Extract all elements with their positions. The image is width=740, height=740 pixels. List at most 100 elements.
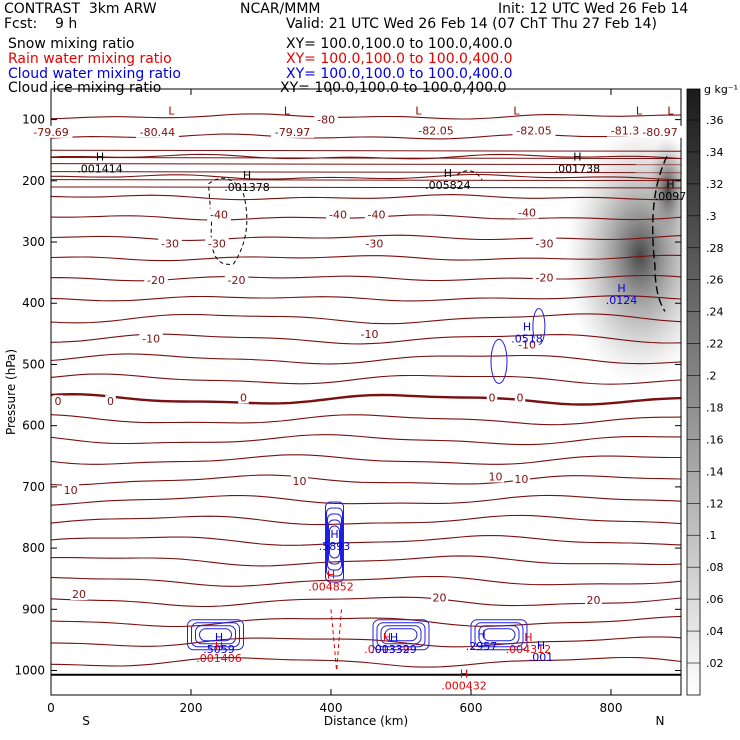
cloud-water-contour: [482, 628, 516, 642]
y-axis-label: Pressure (hPa): [4, 349, 18, 435]
extremum-value: .004312: [506, 643, 552, 656]
label-background: [139, 332, 163, 345]
label-background: [362, 237, 387, 250]
y-tick-label: 200: [22, 174, 45, 188]
colorbar-tick-label: .24: [706, 306, 724, 319]
colorbar-gradient: [686, 88, 701, 696]
extremum-value: .001: [529, 651, 554, 664]
mixing-ratio-contours: [187, 156, 668, 671]
cloud-water-contour: [376, 622, 426, 648]
temperature-contour-label: 20: [72, 588, 86, 601]
colorbar-tick-label: .12: [706, 497, 724, 510]
extremum-value: .001738: [555, 162, 601, 175]
extremum-marker: H: [444, 167, 452, 180]
extremum-marker: H: [327, 569, 335, 582]
label-background: [135, 125, 179, 138]
extremum-value: .000432: [441, 680, 487, 693]
label-background: [271, 125, 314, 138]
temperature-contour-line: [51, 157, 681, 160]
temperature-contour-label: 0: [489, 392, 496, 405]
temperature-contour-line: [51, 254, 681, 262]
colorbar-tick-label: .14: [706, 465, 724, 478]
extremum-marker: L: [168, 105, 175, 118]
y-tick-label: 400: [22, 296, 45, 310]
contour-labels: -80 -80.44 -79.97 -82.05 -82.05 -81.37-80.97 -…: [29, 105, 686, 693]
extremum-marker: H: [383, 631, 391, 644]
cloud-water-contour: [195, 625, 236, 645]
label-background: [607, 124, 650, 137]
y-tick-label: 900: [22, 602, 45, 616]
extremum-marker: H: [617, 282, 625, 295]
x-axis-label: Distance (km): [324, 714, 408, 728]
temperature-contour-label: -30: [208, 237, 226, 250]
temperature-contour-line: [51, 173, 681, 181]
extremum-marker: H: [537, 639, 545, 652]
colorbar-tick-label: .08: [706, 561, 724, 574]
label-background: [205, 237, 229, 250]
label-background: [364, 208, 389, 221]
temperature-contour-label: -30: [365, 237, 383, 250]
extremum-marker: L: [636, 105, 643, 118]
temperature-contour-label: -79.97: [275, 126, 310, 139]
extremum-marker: H: [243, 169, 251, 182]
temperature-contour-line: [51, 636, 681, 648]
label-background: [70, 588, 88, 600]
temperature-contour-line: [51, 615, 681, 628]
cloud-water-contour: [478, 625, 520, 645]
temperature-contour-label: -81.37: [611, 125, 646, 138]
colorbar: .36 .34 .32 .3 .28 .26 .24 .22 .2 .18 .16 .14 .12 .1.…: [686, 83, 738, 696]
extremum-value: .001378: [224, 181, 270, 194]
extremum-marker: H: [524, 631, 532, 644]
label-background: [238, 391, 249, 404]
extremum-value: .005824: [425, 179, 471, 192]
x-tick-label: 0: [47, 701, 55, 715]
temperature-contour-line: [51, 194, 681, 201]
cloud-water-contour: [327, 513, 342, 571]
label-background: [515, 338, 539, 351]
field-xy-cloudice: XY= 100.0,100.0 to 100.0,400.0: [280, 80, 507, 96]
field-name-cloudwater: Cloud water mixing ratio: [8, 66, 181, 82]
temperature-contour-label: 10: [64, 484, 78, 497]
cloud-water-contour: [326, 507, 343, 577]
colorbar-tick-label: .32: [706, 178, 724, 191]
label-background: [314, 113, 338, 126]
temperature-contour-line: [51, 313, 681, 325]
x-tick-label: 200: [180, 701, 203, 715]
label-background: [105, 395, 116, 408]
snow-contour: [207, 177, 248, 265]
cloud-water-contour: [328, 519, 341, 565]
temperature-contour-line: [51, 163, 681, 166]
cloud-water-contour: [191, 622, 240, 648]
colorbar-tick-label: .36: [706, 114, 724, 127]
extremum-marker: H: [330, 528, 338, 541]
label-background: [532, 271, 557, 284]
cloud-water-contour: [384, 628, 418, 642]
field-name-cloudice: Cloud ice mixing ratio: [8, 80, 162, 96]
colorbar-tick-label: .04: [706, 625, 724, 638]
colorbar-tick-label: .06: [706, 593, 724, 606]
extremum-value: .0518: [511, 333, 543, 346]
temperature-contour-label: -40: [518, 207, 536, 220]
temperature-contour-line: [51, 171, 681, 174]
extremum-marker: H: [460, 668, 468, 681]
colorbar-tick-label: .2: [706, 370, 717, 383]
temperature-contour-line: [51, 474, 681, 486]
temperature-contour-line: [51, 555, 681, 567]
temperature-contour-line: [51, 494, 681, 506]
temperature-contour-line: [51, 514, 681, 526]
x-axis-south: S: [82, 714, 90, 728]
colorbar-unit: g kg⁻¹: [704, 83, 738, 96]
temperature-contour-line: [51, 392, 681, 406]
forecast-hour: Fcst: 9 h: [4, 16, 78, 32]
extremum-value: .0124: [606, 294, 638, 307]
colorbar-tick-label: .02: [706, 657, 724, 670]
cloud-water-contour: [372, 619, 430, 651]
label-background: [515, 206, 539, 219]
label-background: [638, 125, 682, 138]
temperature-contour-label: -40: [368, 208, 386, 221]
y-tick-label: 700: [22, 480, 45, 494]
label-background: [431, 591, 448, 604]
label-background: [585, 594, 602, 607]
temperature-contour-label: -10: [518, 338, 536, 351]
label-background: [207, 208, 231, 221]
